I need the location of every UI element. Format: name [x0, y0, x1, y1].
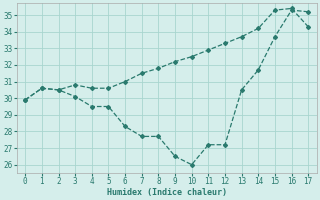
X-axis label: Humidex (Indice chaleur): Humidex (Indice chaleur): [107, 188, 227, 197]
